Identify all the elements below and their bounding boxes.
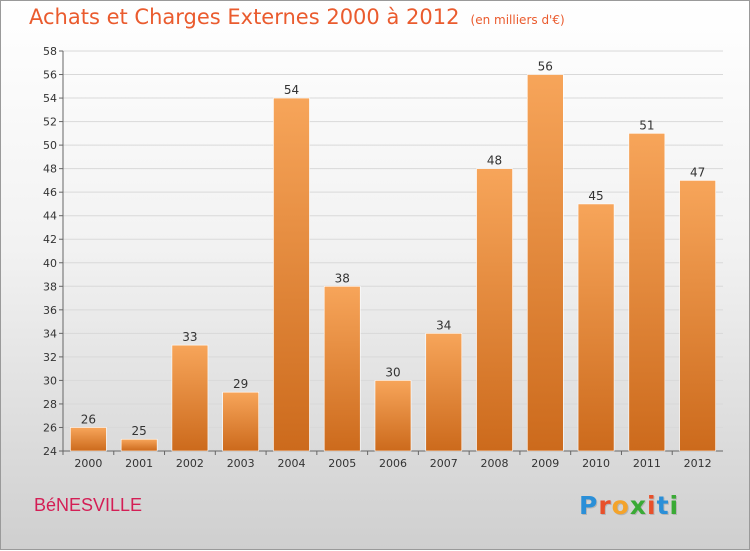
logo-letter: t xyxy=(656,491,670,520)
logo-letter: i xyxy=(669,491,680,520)
y-tick-label: 54 xyxy=(43,92,57,105)
y-tick-label: 34 xyxy=(43,327,57,340)
bar xyxy=(425,333,463,452)
y-tick-label: 24 xyxy=(43,445,57,458)
x-tick-label: 2007 xyxy=(430,457,458,470)
data-label: 33 xyxy=(182,330,197,344)
logo-letter: x xyxy=(629,491,647,520)
y-tick-label: 46 xyxy=(43,186,57,199)
commune-name: BéNESVILLE xyxy=(34,495,143,515)
data-label: 56 xyxy=(538,60,553,74)
logo-letter: P xyxy=(579,491,599,520)
y-tick-label: 28 xyxy=(43,398,57,411)
x-tick-label: 2009 xyxy=(531,457,559,470)
logo-letter: r xyxy=(598,491,612,520)
y-tick-label: 42 xyxy=(43,233,57,246)
y-tick-label: 52 xyxy=(43,116,57,129)
y-tick-label: 30 xyxy=(43,374,57,387)
data-label: 45 xyxy=(588,189,603,203)
bar xyxy=(323,285,361,452)
y-tick-label: 56 xyxy=(43,69,57,82)
data-label: 34 xyxy=(436,318,451,332)
x-tick-label: 2003 xyxy=(227,457,255,470)
bar xyxy=(222,391,259,452)
y-tick-label: 44 xyxy=(43,210,57,223)
data-label: 30 xyxy=(385,365,400,379)
data-labels: 26 25 33 29 54 38 30 34 48 56 45 51 47 xyxy=(81,60,706,439)
bar xyxy=(273,97,310,452)
x-tick-label: 2006 xyxy=(379,457,407,470)
y-tick-label: 26 xyxy=(43,421,57,434)
data-label: 26 xyxy=(81,412,96,426)
y-tick-label: 48 xyxy=(43,163,57,176)
bar xyxy=(70,427,107,452)
proxiti-logo: Proxiti xyxy=(579,491,679,520)
chart-unit: (en milliers d'€) xyxy=(470,13,565,27)
data-label: 54 xyxy=(284,83,299,97)
bar xyxy=(679,180,716,452)
bar xyxy=(577,203,615,452)
y-tick-label: 40 xyxy=(43,257,57,270)
y-tick-label: 36 xyxy=(43,304,57,317)
logo-letter: i xyxy=(647,491,657,520)
bar xyxy=(628,133,666,452)
chart-title: Achats et Charges Externes 2000 à 2012 xyxy=(29,5,460,29)
data-label: 47 xyxy=(690,165,705,179)
x-tick-label: 2005 xyxy=(328,457,356,470)
y-tick-label: 38 xyxy=(43,280,57,293)
data-label: 29 xyxy=(233,377,248,391)
bar xyxy=(374,380,412,452)
data-label: 51 xyxy=(639,118,654,132)
x-tick-label: 2002 xyxy=(176,457,204,470)
y-tick-label: 32 xyxy=(43,351,57,364)
data-label: 38 xyxy=(335,271,350,285)
x-tick-label: 2012 xyxy=(684,457,712,470)
data-label: 25 xyxy=(132,424,147,438)
logo-letter: o xyxy=(611,491,630,520)
bar xyxy=(476,168,513,452)
x-tick-label: 2000 xyxy=(74,457,102,470)
x-tick-label: 2004 xyxy=(277,457,305,470)
chart-title-block: Achats et Charges Externes 2000 à 2012 (… xyxy=(29,5,565,29)
data-label: 48 xyxy=(487,154,502,168)
x-tick-label: 2001 xyxy=(125,457,153,470)
bars xyxy=(70,74,716,452)
y-tick-label: 58 xyxy=(43,45,57,58)
y-tick-label: 50 xyxy=(43,139,57,152)
x-tick-label: 2011 xyxy=(633,457,661,470)
bar xyxy=(527,74,564,452)
bar xyxy=(171,344,209,452)
bar xyxy=(120,438,158,452)
x-tick-label: 2008 xyxy=(481,457,509,470)
x-tick-label: 2010 xyxy=(582,457,610,470)
